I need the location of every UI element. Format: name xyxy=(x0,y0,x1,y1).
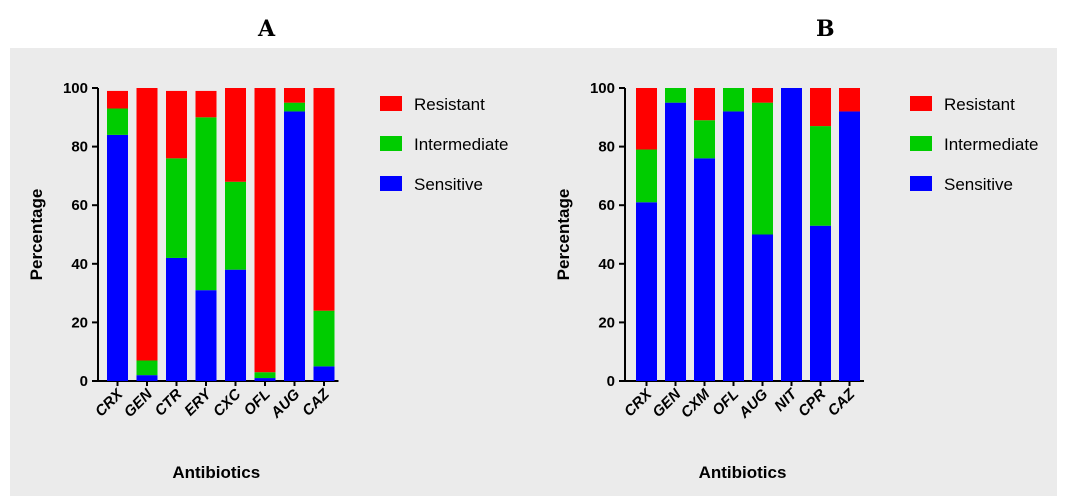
chart-a-bar-sensitive-crx xyxy=(107,134,128,381)
chart-b-bar-intermediate-aug xyxy=(752,102,773,235)
chart-b-category-label: GEN xyxy=(649,385,685,421)
chart-a-bar-resistant-caz xyxy=(313,88,335,311)
chart-a-legend-swatch-resistant xyxy=(380,96,402,111)
chart-a-bar-resistant-ctr xyxy=(166,90,187,159)
chart-a-legend-swatch-intermediate xyxy=(380,136,402,151)
chart-b-category-label: CAZ xyxy=(825,385,859,419)
chart-b-bar-intermediate-gen xyxy=(665,88,686,103)
chart-b-y-axis-title: Percentage xyxy=(554,189,573,281)
chart-a-category-label: CAZ xyxy=(299,385,333,419)
chart-a-bar-sensitive-caz xyxy=(313,366,335,381)
chart-b-bar-resistant-cxm xyxy=(694,88,715,121)
chart-b-bar-sensitive-aug xyxy=(752,234,773,381)
chart-a-bar-resistant-ofl xyxy=(254,88,276,373)
chart-a-bar-intermediate-ery xyxy=(195,117,217,291)
chart-a-category-label: CXC xyxy=(210,385,245,420)
chart-b-bar-sensitive-nit xyxy=(781,88,802,381)
chart-a-bar-intermediate-aug xyxy=(284,102,305,112)
chart-a-category-label: AUG xyxy=(267,386,304,423)
chart-a-bar-sensitive-gen xyxy=(136,375,158,381)
chart-a-y-tick-label: 40 xyxy=(71,256,88,273)
chart-b-bar-intermediate-cxm xyxy=(694,120,715,159)
chart-a-y-tick-label: 0 xyxy=(80,373,88,390)
chart-a-category-label: ERY xyxy=(181,384,216,419)
chart-b-bar-intermediate-ofl xyxy=(723,88,744,112)
chart-b-bar-resistant-cpr xyxy=(810,88,831,127)
chart-b-bar-sensitive-ofl xyxy=(723,111,744,381)
chart-a-bar-intermediate-crx xyxy=(107,108,128,135)
chart-b-category-label: AUG xyxy=(735,386,772,423)
chart-a-bar-resistant-crx xyxy=(107,90,128,109)
chart-b-bar-sensitive-crx xyxy=(636,202,657,381)
chart-a-bar-sensitive-ofl xyxy=(254,378,276,381)
chart-b-category-label: OFL xyxy=(709,386,742,419)
chart-b-bar-sensitive-caz xyxy=(839,111,860,381)
panel-label-b: B xyxy=(816,16,835,42)
chart-b-category-label: CRX xyxy=(621,385,656,420)
chart-a-bar-resistant-aug xyxy=(284,88,305,103)
chart-b-bar-resistant-aug xyxy=(752,88,773,103)
chart-a-bar-sensitive-cxc xyxy=(225,269,246,381)
chart-a-bar-resistant-gen xyxy=(136,88,158,361)
chart-b-bar-resistant-crx xyxy=(636,88,657,150)
chart-a-bar-resistant-cxc xyxy=(225,88,246,182)
chart-b-legend-swatch-intermediate xyxy=(910,136,932,151)
chart-a-legend-label-sensitive: Sensitive xyxy=(414,175,483,194)
chart-b-y-tick-label: 80 xyxy=(598,139,615,156)
chart-a-y-axis-title: Percentage xyxy=(27,189,46,281)
chart-b-y-tick-label: 100 xyxy=(590,80,615,97)
chart-a-bar-intermediate-cxc xyxy=(225,181,246,270)
chart-b-legend-label-intermediate: Intermediate xyxy=(944,135,1039,154)
chart-b-y-tick-label: 0 xyxy=(607,373,615,390)
chart-a-category-label: GEN xyxy=(121,385,157,421)
chart-a-y-tick-label: 60 xyxy=(71,197,88,214)
chart-b-bar-intermediate-crx xyxy=(636,149,657,203)
chart-b-y-tick-label: 60 xyxy=(598,197,615,214)
chart-a-bar-sensitive-ery xyxy=(195,290,217,381)
chart-a-legend-label-intermediate: Intermediate xyxy=(414,135,509,154)
chart-a-bar-intermediate-ofl xyxy=(254,372,276,379)
chart-b-bar-sensitive-gen xyxy=(665,102,686,382)
chart-b-x-axis-title: Antibiotics xyxy=(699,463,787,482)
chart-b-y-tick-label: 40 xyxy=(598,256,615,273)
chart-a-bar-resistant-ery xyxy=(195,90,217,118)
chart-a-y-tick-label: 20 xyxy=(71,314,88,331)
chart-b-legend-label-resistant: Resistant xyxy=(944,95,1015,114)
chart-a-category-label: OFL xyxy=(241,386,274,419)
chart-a-bar-sensitive-aug xyxy=(284,111,305,381)
chart-b-y-tick-label: 20 xyxy=(598,314,615,331)
chart-b-bar-resistant-caz xyxy=(839,88,860,112)
chart-a-category-label: CTR xyxy=(152,386,186,420)
chart-b-legend-swatch-resistant xyxy=(910,96,932,111)
chart-a-x-axis-title: Antibiotics xyxy=(172,463,260,482)
chart-a-bar-sensitive-ctr xyxy=(166,257,187,381)
chart-b-category-label: CXM xyxy=(678,385,714,421)
chart-a-category-label: CRX xyxy=(92,385,127,420)
chart-b-bar-intermediate-cpr xyxy=(810,126,831,226)
chart-b-legend-swatch-sensitive xyxy=(910,176,932,191)
chart-b-category-label: CPR xyxy=(795,386,830,421)
chart-a-y-tick-label: 80 xyxy=(71,139,88,156)
chart-a-bar-intermediate-ctr xyxy=(166,158,187,258)
chart-a-legend-label-resistant: Resistant xyxy=(414,95,485,114)
chart-a-legend-swatch-sensitive xyxy=(380,176,402,191)
chart-b-bar-sensitive-cpr xyxy=(810,225,831,381)
panel-label-a: A xyxy=(258,16,276,42)
chart-a-bar-intermediate-caz xyxy=(313,310,335,367)
chart-a-bar-intermediate-gen xyxy=(136,360,158,376)
chart-b-legend-label-sensitive: Sensitive xyxy=(944,175,1013,194)
chart-b-bar-sensitive-cxm xyxy=(694,158,715,381)
chart-a-y-tick-label: 100 xyxy=(63,80,88,97)
